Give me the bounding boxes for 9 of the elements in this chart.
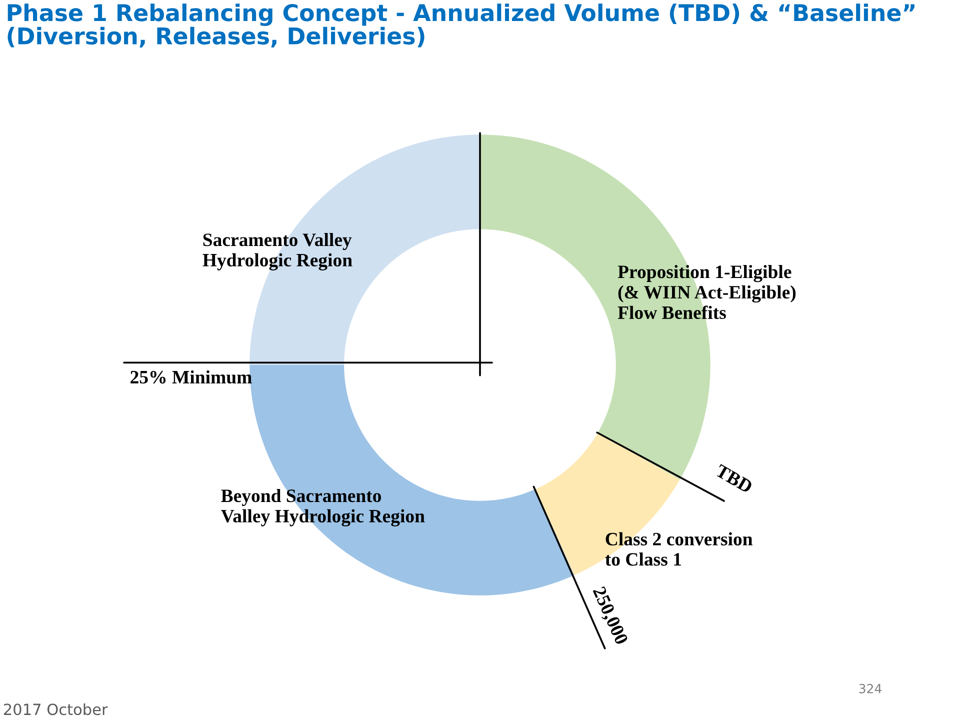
chart-title: Phase 1 Rebalancing Concept - Annualized Volume (TBD) & “Baseline” (Diversion, Releases, Deliveries) [8, 4, 914, 48]
slice-label: Sacramento Valley Hydrologic Region [202, 232, 352, 270]
slice-label: Beyond Sacramento Valley Hydrologic Region [221, 488, 425, 526]
slice-label: Proposition 1-Eligible (& WIIN Act-Eligible) Flow Benefits [618, 265, 796, 320]
text: 2017 October [4, 703, 108, 716]
slice-label: Class 2 conversion to Class 1 [605, 532, 753, 566]
text: 324 [859, 684, 882, 694]
text: 25% Minimum [130, 370, 252, 384]
text: TBD [714, 464, 754, 494]
